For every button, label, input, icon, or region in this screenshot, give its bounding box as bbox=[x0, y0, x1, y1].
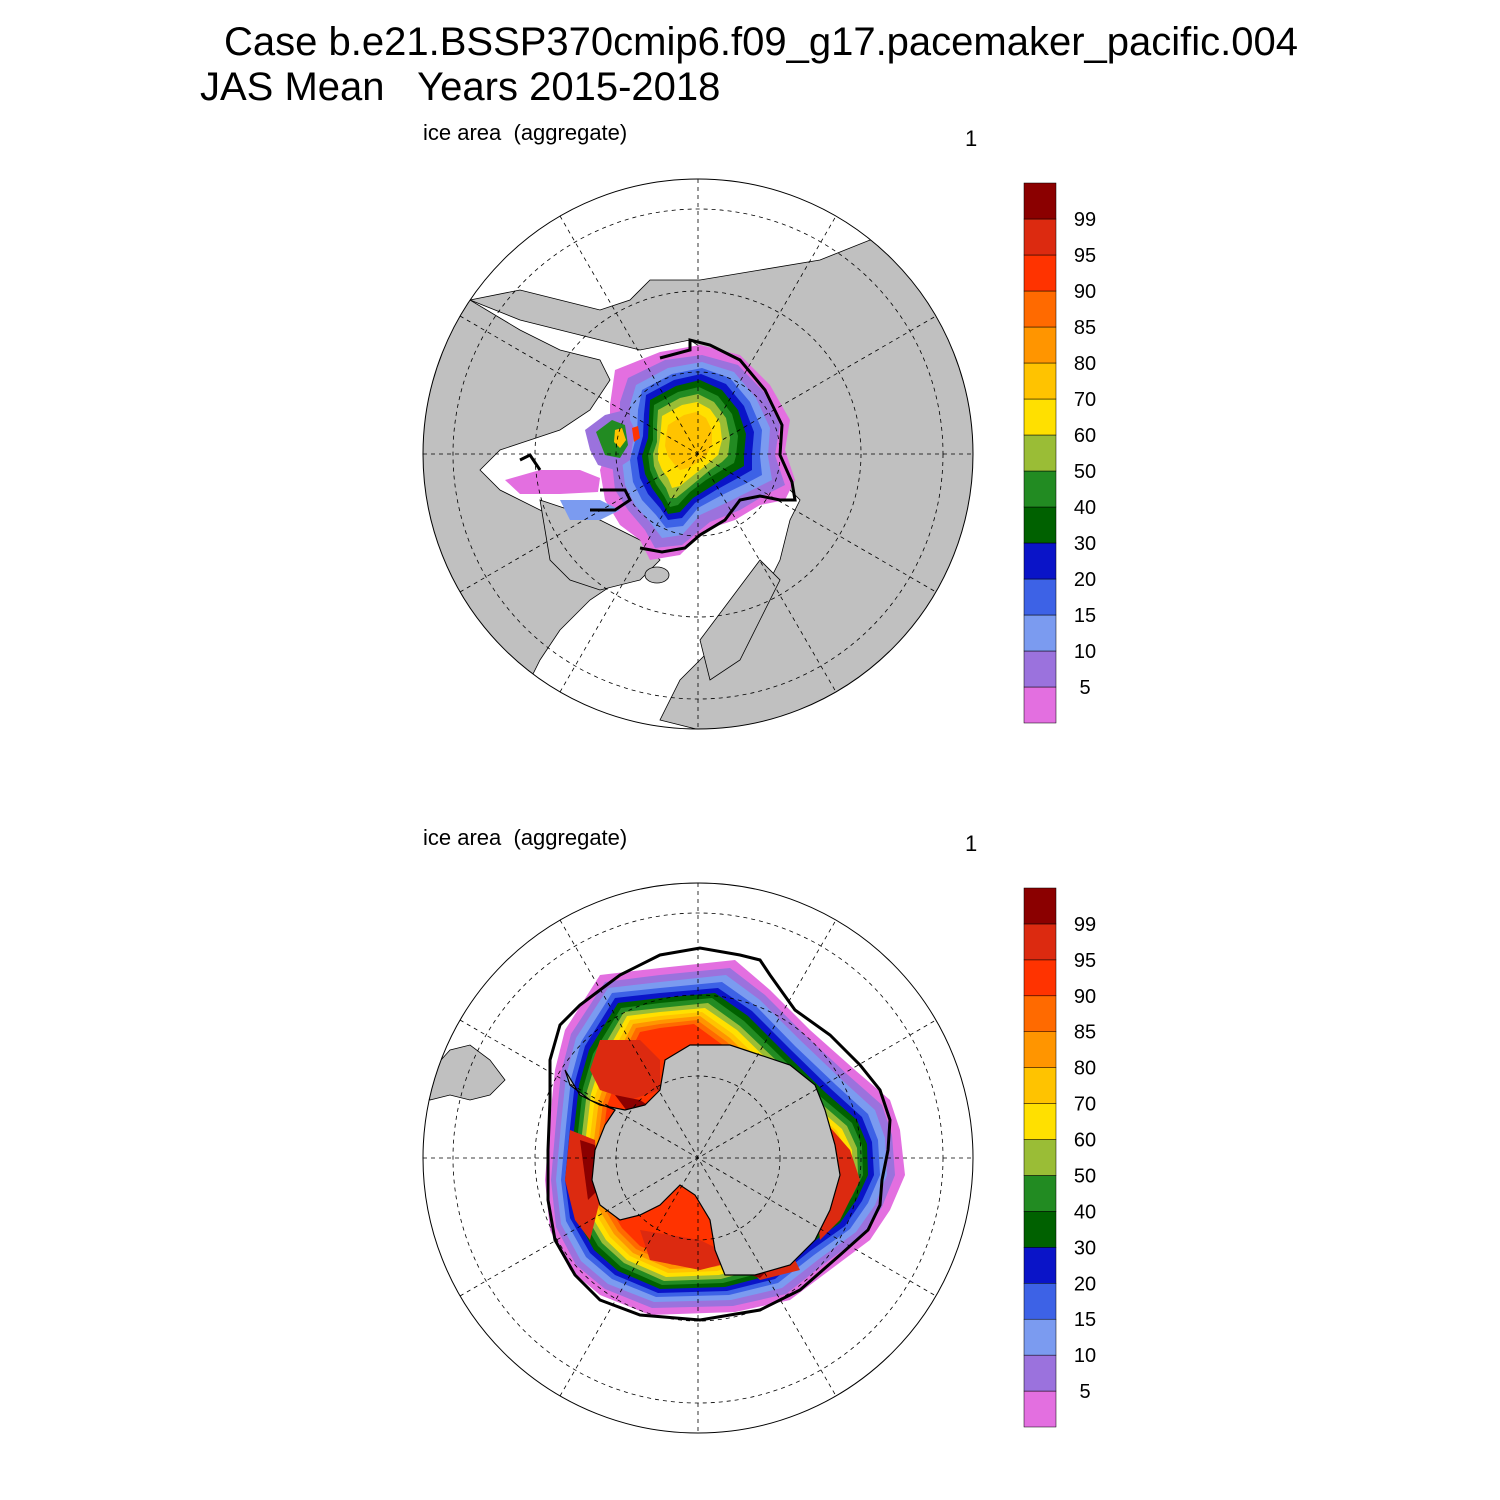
colorbar-north-label: 85 bbox=[1074, 317, 1096, 339]
colorbar-north-label: 5 bbox=[1079, 677, 1090, 699]
colorbar-south-label: 5 bbox=[1079, 1381, 1090, 1403]
colorbar-south-swatch bbox=[1023, 1283, 1057, 1320]
south-observed-contour bbox=[546, 946, 892, 1322]
colorbar-south-swatch bbox=[1023, 1067, 1057, 1104]
colorbar-north-label: 95 bbox=[1074, 245, 1096, 267]
colorbar-south-label: 10 bbox=[1074, 1345, 1096, 1367]
colorbar-south-swatch bbox=[1023, 1247, 1057, 1284]
colorbar-south-label: 60 bbox=[1074, 1130, 1096, 1152]
colorbar-north-swatch bbox=[1023, 218, 1057, 256]
colorbar-north-label: 80 bbox=[1074, 353, 1096, 375]
colorbar-north-swatch bbox=[1023, 686, 1057, 724]
colorbar-north-label: 10 bbox=[1074, 641, 1096, 663]
colorbar-north-swatch bbox=[1023, 506, 1057, 544]
antarctic-map bbox=[422, 882, 974, 1434]
colorbar-north-label: 15 bbox=[1074, 605, 1096, 627]
colorbar-north-swatch bbox=[1023, 470, 1057, 508]
colorbar-north-swatch bbox=[1023, 182, 1057, 220]
colorbar-north-swatch bbox=[1023, 542, 1057, 580]
colorbar-south-swatch bbox=[1023, 1318, 1057, 1356]
colorbar-south-label: 20 bbox=[1074, 1273, 1096, 1295]
colorbar-south-swatch bbox=[1023, 1354, 1057, 1392]
north-archipelago-ice bbox=[505, 410, 640, 520]
colorbar-north-label: 70 bbox=[1074, 389, 1096, 411]
colorbar-south-swatch bbox=[1023, 1103, 1057, 1140]
colorbar-south-label: 90 bbox=[1074, 986, 1096, 1008]
colorbar-north-label: 20 bbox=[1074, 569, 1096, 591]
arctic-map bbox=[422, 178, 974, 730]
colorbar-south: 5 10 15 20 30 40 50 60 70 80 85 90 95 99 bbox=[1023, 887, 1096, 1428]
south-antarctica-land bbox=[564, 1044, 841, 1276]
colorbar-north-label: 40 bbox=[1074, 497, 1096, 519]
colorbar-south-label: 70 bbox=[1074, 1094, 1096, 1116]
panel-south-index: 1 bbox=[965, 831, 978, 856]
north-graticule bbox=[423, 179, 973, 729]
north-land bbox=[423, 239, 973, 729]
colorbar-north-swatch bbox=[1023, 578, 1057, 616]
colorbar-south-swatch bbox=[1023, 959, 1057, 997]
colorbar-south-label: 99 bbox=[1074, 914, 1096, 936]
colorbar-north-label: 60 bbox=[1074, 425, 1096, 447]
colorbar-south-swatch bbox=[1023, 1390, 1057, 1428]
colorbar-north-swatch bbox=[1023, 362, 1057, 400]
colorbar-south-label: 80 bbox=[1074, 1058, 1096, 1080]
colorbar-south-swatch bbox=[1023, 1139, 1057, 1176]
colorbar-south-swatch bbox=[1023, 1175, 1057, 1212]
colorbar-south-label: 95 bbox=[1074, 950, 1096, 972]
colorbar-south-label: 15 bbox=[1074, 1309, 1096, 1331]
colorbar-north-swatch bbox=[1023, 614, 1057, 652]
colorbar-north-swatch bbox=[1023, 290, 1057, 328]
colorbar-north-label: 99 bbox=[1074, 209, 1096, 231]
panel-north-label: ice area (aggregate) bbox=[423, 120, 628, 145]
colorbar-south-swatch bbox=[1023, 887, 1057, 925]
colorbar-south-label: 40 bbox=[1074, 1201, 1096, 1223]
colorbar-south-label: 30 bbox=[1074, 1237, 1096, 1259]
panel-north-index: 1 bbox=[965, 126, 978, 151]
south-graticule bbox=[423, 883, 973, 1433]
figure-title-case: Case b.e21.BSSP370cmip6.f09_g17.pacemake… bbox=[224, 20, 1299, 64]
colorbar-north-swatch bbox=[1023, 650, 1057, 688]
figure-title-period: JAS Mean Years 2015-2018 bbox=[200, 65, 721, 109]
panel-south-label: ice area (aggregate) bbox=[423, 825, 628, 850]
colorbar-north-label: 90 bbox=[1074, 281, 1096, 303]
colorbar-north-swatch bbox=[1023, 398, 1057, 436]
colorbar-south-swatch bbox=[1023, 995, 1057, 1032]
colorbar-north-label: 50 bbox=[1074, 461, 1096, 483]
colorbar-north-swatch bbox=[1023, 434, 1057, 472]
colorbar-north-swatch bbox=[1023, 254, 1057, 292]
colorbar-north-label: 30 bbox=[1074, 533, 1096, 555]
colorbar-south-swatch bbox=[1023, 1031, 1057, 1068]
colorbar-south-label: 50 bbox=[1074, 1165, 1096, 1187]
south-america-land bbox=[423, 1044, 506, 1101]
colorbar-south-label: 85 bbox=[1074, 1022, 1096, 1044]
colorbar-north-swatch bbox=[1023, 326, 1057, 364]
colorbar-north: 5 10 15 20 30 40 50 60 70 80 85 90 95 99 bbox=[1023, 182, 1096, 724]
colorbar-south-swatch bbox=[1023, 1211, 1057, 1248]
colorbar-south-swatch bbox=[1023, 923, 1057, 961]
